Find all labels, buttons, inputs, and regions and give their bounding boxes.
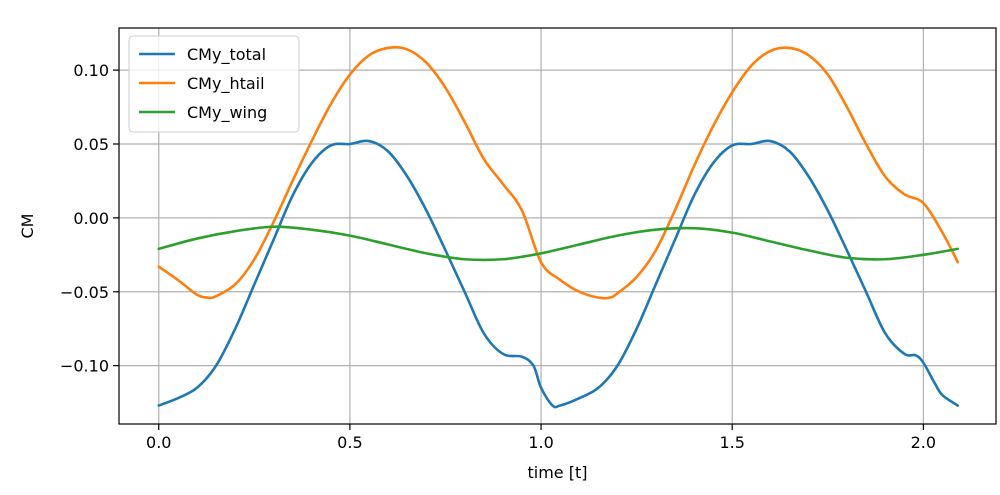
- plot-frame: [118, 27, 997, 425]
- x-tick-label: 0.5: [337, 433, 362, 452]
- series-layer: [157, 46, 960, 409]
- x-tick-label: 2.0: [911, 433, 936, 452]
- x-tick-label: 1.5: [719, 433, 744, 452]
- y-tick-label: 0.10: [73, 61, 109, 80]
- x-axis-ticks: 0.0 0.5 1.0 1.5 2.0: [146, 424, 936, 452]
- series-line-cmy-total: [157, 139, 960, 409]
- y-axis-ticks: −0.10 −0.05 0.00 0.05 0.10: [60, 61, 119, 376]
- legend: CMy_total CMy_htail CMy_wing: [128, 35, 300, 133]
- y-axis-label: CM: [18, 214, 37, 239]
- series-line-cmy-wing: [157, 225, 960, 262]
- x-tick-label: 0.0: [146, 433, 171, 452]
- legend-label: CMy_wing: [187, 103, 267, 123]
- legend-label: CMy_total: [187, 45, 266, 65]
- y-tick-label: 0.05: [73, 135, 109, 154]
- legend-label: CMy_htail: [187, 74, 265, 94]
- legend-box: [128, 35, 300, 133]
- y-tick-label: 0.00: [73, 209, 109, 228]
- y-tick-label: −0.05: [60, 283, 109, 302]
- series-line-cmy-htail: [157, 46, 960, 300]
- x-tick-label: 1.0: [528, 433, 553, 452]
- x-axis-label: time [t]: [528, 463, 588, 482]
- grid: [119, 28, 996, 424]
- y-tick-label: −0.10: [60, 357, 109, 376]
